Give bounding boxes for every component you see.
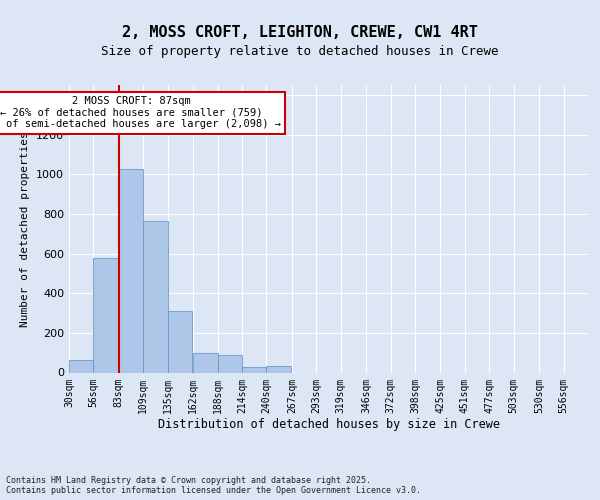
Bar (242, 366, 266, 372)
Bar (94, 258, 118, 372)
Bar (143, 221, 168, 372)
Bar (168, 311, 192, 372)
Text: 2, MOSS CROFT, LEIGHTON, CREWE, CW1 4RT: 2, MOSS CROFT, LEIGHTON, CREWE, CW1 4RT (122, 25, 478, 40)
Bar (218, 354, 242, 372)
Bar (119, 170, 143, 372)
Text: Contains HM Land Registry data © Crown copyright and database right 2025.
Contai: Contains HM Land Registry data © Crown c… (6, 476, 421, 495)
Bar (69, 360, 94, 372)
Bar (266, 366, 291, 372)
Text: 2 MOSS CROFT: 87sqm
← 26% of detached houses are smaller (759)
73% of semi-detac: 2 MOSS CROFT: 87sqm ← 26% of detached ho… (0, 96, 281, 130)
X-axis label: Distribution of detached houses by size in Crewe: Distribution of detached houses by size … (157, 418, 499, 431)
Bar (193, 352, 218, 372)
Text: Size of property relative to detached houses in Crewe: Size of property relative to detached ho… (101, 44, 499, 58)
Y-axis label: Number of detached properties: Number of detached properties (20, 131, 31, 326)
